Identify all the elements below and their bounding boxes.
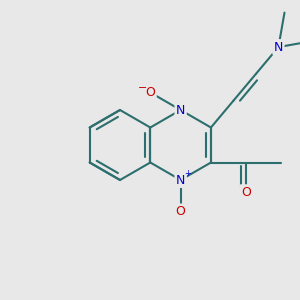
Text: +: + [184,169,191,178]
Text: N: N [176,103,185,116]
Text: −: − [138,82,147,92]
Text: N: N [274,40,283,54]
Text: N: N [176,173,185,187]
Text: O: O [241,186,251,199]
Text: O: O [146,86,155,99]
Text: O: O [176,205,186,218]
